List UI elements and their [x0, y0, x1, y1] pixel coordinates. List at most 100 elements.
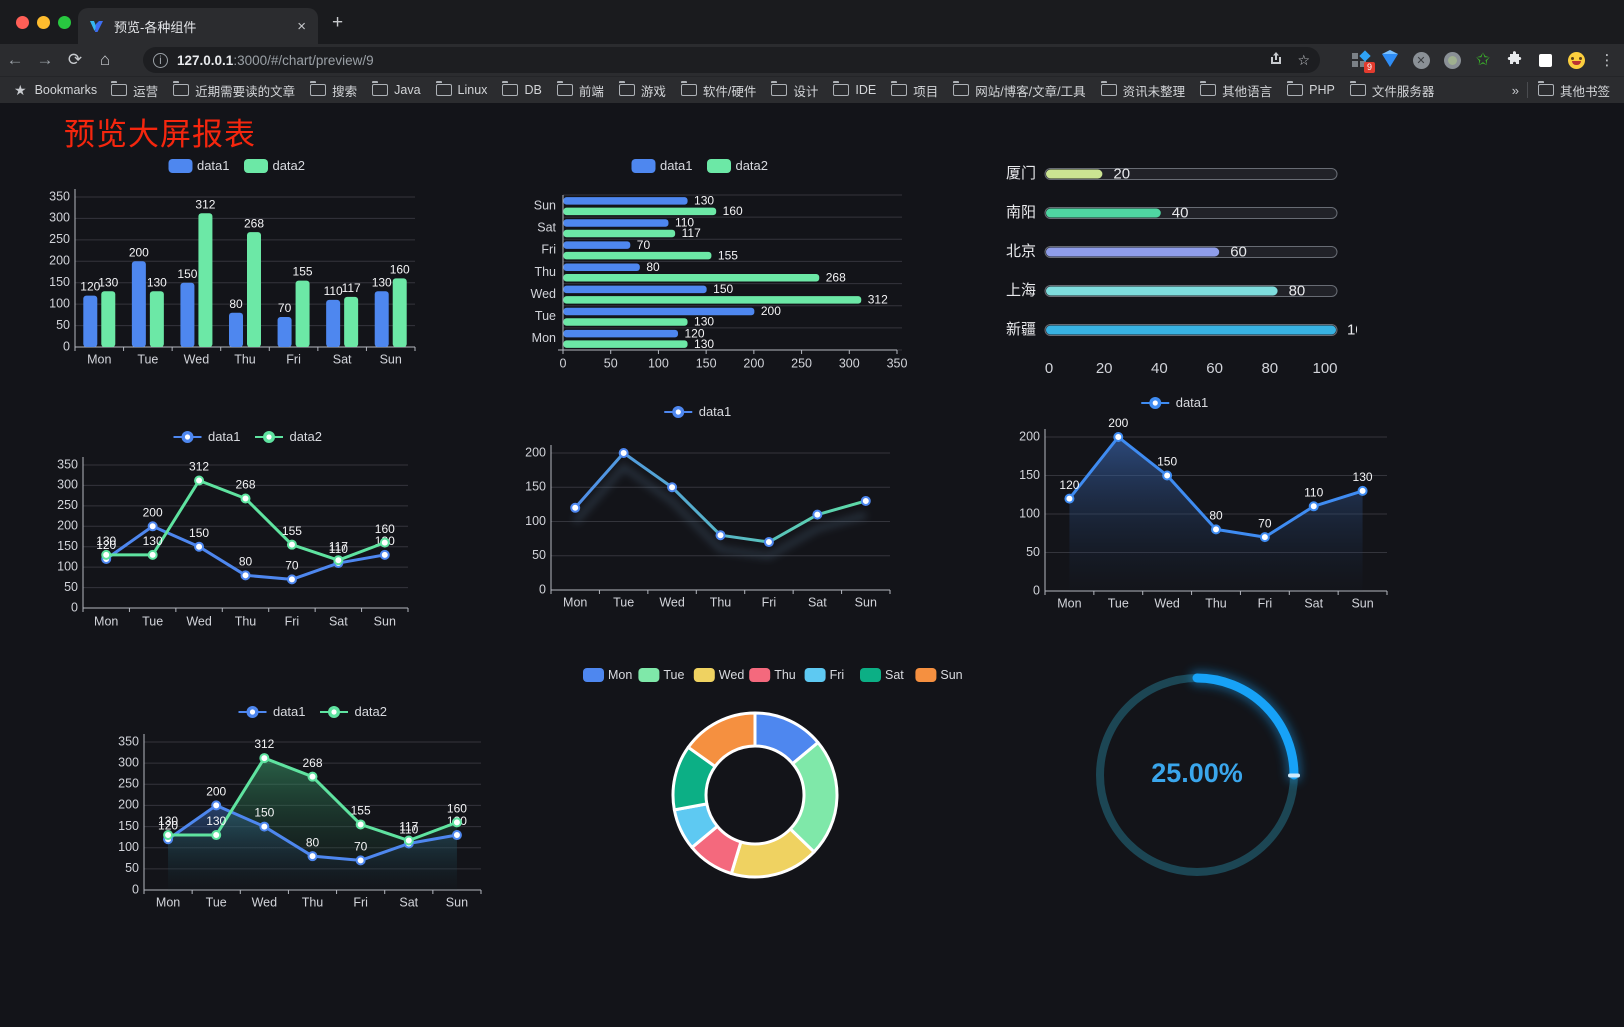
- bookmark-folder[interactable]: IDE: [833, 81, 876, 97]
- bookmark-folder[interactable]: DB: [502, 81, 542, 97]
- legend-item-data1[interactable]: data1: [631, 158, 693, 173]
- svg-text:Wed: Wed: [531, 287, 557, 301]
- svg-text:200: 200: [525, 445, 546, 459]
- bookmark-folder[interactable]: 资讯未整理: [1100, 81, 1185, 100]
- back-icon[interactable]: ←: [6, 50, 24, 69]
- legend-item-Wed[interactable]: Wed: [693, 668, 745, 682]
- svg-text:110: 110: [1304, 485, 1323, 499]
- share-icon[interactable]: [1269, 51, 1283, 69]
- svg-text:data1: data1: [699, 404, 732, 419]
- svg-text:Mon: Mon: [156, 895, 180, 909]
- window-minimize-button[interactable]: [37, 16, 50, 29]
- bookmark-folder[interactable]: PHP: [1287, 81, 1335, 97]
- address-bar[interactable]: i 127.0.0.1:3000/#/chart/preview/9 ☆: [143, 47, 1320, 73]
- profile-avatar[interactable]: [1567, 51, 1585, 69]
- bookmark-folder[interactable]: 设计: [771, 81, 818, 100]
- browser-menu-icon[interactable]: ⋮: [1599, 52, 1615, 69]
- extension-star-icon[interactable]: ✩: [1475, 50, 1491, 69]
- bookmark-folder[interactable]: 搜索: [310, 81, 357, 100]
- legend-item-Sun[interactable]: Sun: [915, 668, 963, 682]
- svg-text:Fri: Fri: [286, 352, 301, 366]
- legend-item-data1[interactable]: data1: [1141, 395, 1208, 410]
- window-zoom-button[interactable]: [58, 16, 71, 29]
- folder-icon: [502, 81, 519, 96]
- legend-item-data2[interactable]: data2: [707, 158, 768, 173]
- legend-item-Fri[interactable]: Fri: [804, 668, 845, 682]
- svg-text:Mon: Mon: [1057, 596, 1081, 610]
- bookmarks-overflow-chevron[interactable]: »: [1511, 82, 1519, 98]
- other-bookmarks-folder[interactable]: 其他书签: [1537, 81, 1610, 100]
- forward-icon[interactable]: →: [36, 50, 54, 69]
- svg-text:155: 155: [282, 524, 302, 538]
- legend-item-data1[interactable]: data1: [664, 404, 731, 419]
- chart-two-areas: 0 50 100 150 200 250 300 350 Mon Tue Wed Thu Fri Sat S…: [95, 665, 515, 922]
- svg-text:130: 130: [694, 193, 714, 207]
- svg-text:Fri: Fri: [353, 895, 368, 909]
- svg-text:40: 40: [1151, 360, 1168, 377]
- svg-text:155: 155: [351, 804, 371, 818]
- bookmark-star-icon[interactable]: ☆: [1297, 51, 1310, 68]
- legend-item-Mon[interactable]: Mon: [583, 668, 632, 682]
- chart-gradient-line: 0 50 100 150 200 Mon Tue Wed Thu Fri Sat Sun data1: [500, 393, 910, 626]
- extensions-puzzle-icon[interactable]: [1505, 50, 1523, 69]
- side-panel-icon[interactable]: [1536, 51, 1554, 69]
- svg-text:80: 80: [229, 297, 243, 311]
- svg-text:Sun: Sun: [534, 198, 556, 212]
- bookmark-folder[interactable]: Linux: [435, 81, 488, 97]
- bookmarks-star-icon[interactable]: ★: [14, 81, 27, 98]
- legend-item-Sat[interactable]: Sat: [860, 668, 904, 682]
- folder-icon: [435, 81, 452, 96]
- legend-item-data1[interactable]: data1: [173, 429, 241, 444]
- svg-text:80: 80: [1209, 509, 1223, 523]
- legend-item-Tue[interactable]: Tue: [638, 668, 685, 682]
- bookmark-folder[interactable]: 文件服务器: [1349, 81, 1434, 100]
- bookmark-folder[interactable]: 近期需要读的文章: [173, 81, 295, 100]
- bookmark-folder[interactable]: 项目: [891, 81, 938, 100]
- bookmark-label: DB: [524, 83, 542, 97]
- svg-text:312: 312: [189, 460, 209, 474]
- legend-item-Thu[interactable]: Thu: [749, 668, 796, 682]
- reload-icon[interactable]: ⟳: [67, 50, 83, 69]
- legend-item-data2[interactable]: data2: [320, 704, 387, 719]
- svg-text:Sat: Sat: [808, 595, 827, 609]
- bookmark-folder[interactable]: 游戏: [618, 81, 666, 100]
- bookmark-folder[interactable]: 运营: [111, 81, 158, 100]
- bookmark-folder[interactable]: 网站/博客/文章/工具: [953, 81, 1086, 100]
- svg-text:data1: data1: [208, 429, 241, 444]
- bookmark-folder[interactable]: Java: [372, 81, 421, 97]
- legend-item-data1[interactable]: data1: [168, 158, 230, 173]
- bookmark-folder[interactable]: 软件/硬件: [680, 81, 756, 100]
- svg-text:300: 300: [839, 356, 860, 370]
- folder-icon: [1200, 81, 1217, 96]
- bookmark-folder[interactable]: 其他语言: [1200, 81, 1272, 100]
- svg-text:新疆: 新疆: [1006, 321, 1036, 338]
- svg-text:150: 150: [713, 282, 733, 296]
- home-icon[interactable]: ⌂: [99, 50, 111, 69]
- svg-text:0: 0: [132, 882, 139, 896]
- chart-canvas-lines_two: 0 50 100 150 200 250 300 350 Mon Tue Wed Thu Fri Sat S…: [57, 429, 409, 628]
- svg-text:Sat: Sat: [329, 614, 348, 628]
- browser-tab[interactable]: 预览-各种组件 ×: [78, 8, 318, 44]
- bookmark-label: 其他语言: [1222, 84, 1273, 99]
- legend-item-data2[interactable]: data2: [244, 158, 305, 173]
- svg-text:data1: data1: [197, 158, 230, 173]
- bookmark-folder[interactable]: 前端: [556, 81, 604, 100]
- window-close-button[interactable]: [16, 16, 29, 29]
- site-info-icon[interactable]: i: [153, 52, 168, 68]
- new-tab-button[interactable]: +: [332, 12, 344, 33]
- bookmarks-label[interactable]: Bookmarks: [34, 83, 98, 97]
- extension-gray-icon[interactable]: ✕: [1412, 51, 1430, 69]
- extension-switcher-icon[interactable]: 9: [1350, 50, 1375, 73]
- tab-close-icon[interactable]: ×: [297, 17, 306, 35]
- extension-vue-icon[interactable]: [1381, 49, 1399, 69]
- legend-item-data1[interactable]: data1: [238, 704, 306, 719]
- extension-badge: 9: [1363, 62, 1375, 73]
- svg-text:60: 60: [1230, 243, 1247, 260]
- svg-text:312: 312: [195, 197, 215, 211]
- legend-item-data2[interactable]: data2: [255, 429, 322, 444]
- bookmark-label: Linux: [457, 83, 488, 97]
- extension-recorder-icon[interactable]: [1443, 51, 1461, 69]
- svg-text:150: 150: [57, 539, 78, 553]
- svg-text:200: 200: [1108, 416, 1128, 430]
- svg-text:厦门: 厦门: [1006, 165, 1036, 182]
